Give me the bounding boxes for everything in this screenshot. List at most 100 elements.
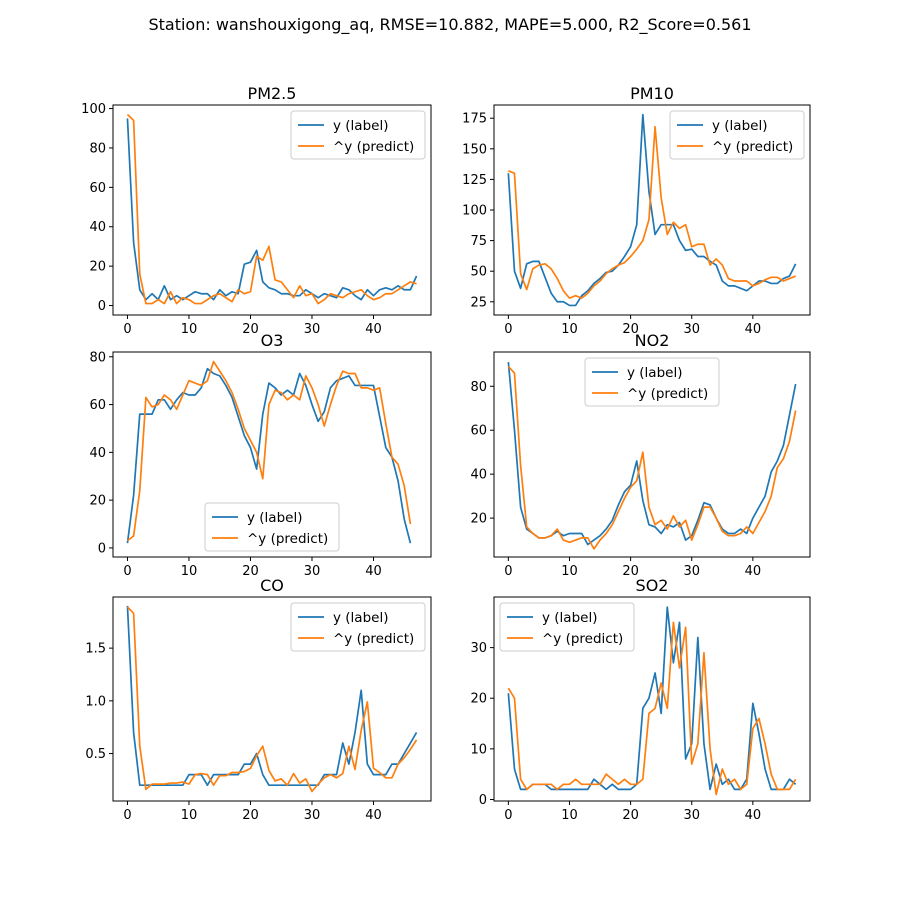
legend-entry-text: ^y (predict) [333, 631, 414, 647]
subplot-pm10: PM10 0 10 20 30 40 25 50 75 100 125 150 175 y (label)… [462, 84, 811, 337]
y-tick-label: 30 [470, 641, 487, 656]
series-lines [507, 606, 797, 796]
legend: y (label) ^y (predict) [499, 602, 635, 652]
x-tick-label: 30 [683, 808, 700, 823]
series-lines [126, 360, 412, 544]
legend-box [669, 110, 805, 160]
x-tick-label: 40 [745, 808, 762, 823]
x-tick-label: 40 [745, 322, 762, 337]
x-tick-label: 0 [504, 564, 512, 579]
x-tick-label: 20 [622, 322, 639, 337]
y-tick-label: 125 [462, 173, 487, 188]
x-tick-label: 0 [123, 808, 131, 823]
legend-box [204, 502, 340, 552]
legend-entry-text: y (label) [542, 610, 597, 626]
subplot-so2: SO2 0 10 20 30 40 0 10 20 30 y (label) ^y (predict) [470, 576, 811, 823]
x-tick-label: 40 [365, 564, 382, 579]
y-tick-label: 100 [81, 102, 106, 117]
legend-entry-text: ^y (predict) [712, 139, 793, 155]
series-line-predict [507, 621, 797, 796]
series-line-predict [126, 113, 417, 305]
figure-suptitle: Station: wanshouxigong_aq, RMSE=10.882, … [148, 15, 751, 35]
series-line-predict [507, 365, 797, 550]
series-line-label [507, 113, 797, 307]
x-tick-label: 10 [181, 322, 198, 337]
y-tick-label: 150 [462, 142, 487, 157]
y-tick-label: 100 [462, 204, 487, 219]
x-tick-label: 20 [622, 564, 639, 579]
x-tick-label: 10 [181, 564, 198, 579]
legend-box [290, 602, 426, 652]
legend-entry-text: y (label) [247, 510, 302, 526]
x-tick-label: 20 [242, 808, 259, 823]
legend-box [584, 357, 720, 407]
y-tick-label: 1.5 [85, 642, 106, 657]
x-tick-label: 0 [504, 808, 512, 823]
y-tick-label: 20 [89, 260, 106, 275]
subplot-co: CO 0 10 20 30 40 0.5 1.0 1.5 y (label) ^y (predict… [85, 576, 432, 823]
y-tick-label: 80 [89, 350, 106, 365]
series-lines [126, 113, 418, 305]
y-tick-label: 20 [470, 692, 487, 707]
legend-entry-text: y (label) [333, 118, 388, 134]
plot-frame [112, 104, 432, 316]
legend: y (label) ^y (predict) [584, 357, 720, 407]
y-tick-label: 0 [479, 793, 487, 808]
series-line-label [126, 118, 418, 301]
x-tick-label: 20 [622, 808, 639, 823]
x-tick-label: 10 [181, 808, 198, 823]
series-line-predict [126, 360, 412, 542]
legend-box [290, 110, 426, 160]
y-tick-label: 1.0 [85, 694, 106, 709]
y-tick-label: 80 [470, 380, 487, 395]
y-tick-label: 75 [470, 234, 487, 249]
legend-entry-text: ^y (predict) [247, 531, 328, 547]
y-tick-label: 50 [470, 265, 487, 280]
x-tick-label: 30 [304, 564, 321, 579]
subplot-title: PM2.5 [248, 84, 297, 103]
series-lines [507, 113, 797, 307]
legend-box [499, 602, 635, 652]
subplot-o3: O3 0 10 20 30 40 0 20 40 60 80 y (label) ^y (predict… [89, 331, 432, 579]
y-tick-label: 20 [470, 512, 487, 527]
series-lines [126, 605, 418, 793]
legend-entry-text: y (label) [627, 365, 682, 381]
x-tick-label: 0 [123, 564, 131, 579]
y-tick-label: 80 [89, 141, 106, 156]
subplot-no2: NO2 0 10 20 30 40 20 40 60 80 y (label) ^y (predict… [470, 331, 811, 579]
subplot-title: PM10 [630, 84, 674, 103]
series-line-predict [508, 125, 796, 299]
y-tick-label: 60 [470, 424, 487, 439]
legend: y (label) ^y (predict) [204, 502, 340, 552]
series-line-label [126, 367, 412, 544]
y-tick-label: 25 [470, 295, 487, 310]
x-tick-label: 10 [561, 808, 578, 823]
x-tick-label: 20 [242, 322, 259, 337]
x-tick-label: 30 [304, 322, 321, 337]
x-tick-label: 30 [683, 564, 700, 579]
x-tick-label: 10 [561, 322, 578, 337]
y-tick-label: 0 [98, 299, 106, 314]
subplot-title: CO [260, 576, 284, 595]
y-tick-label: 0.5 [85, 747, 106, 762]
x-tick-label: 40 [365, 322, 382, 337]
x-tick-label: 30 [683, 322, 700, 337]
x-tick-label: 0 [123, 322, 131, 337]
series-lines [507, 362, 797, 550]
y-tick-label: 175 [462, 112, 487, 127]
x-tick-label: 10 [561, 564, 578, 579]
legend-entry-text: ^y (predict) [542, 631, 623, 647]
series-line-label [126, 605, 418, 787]
x-tick-label: 0 [504, 322, 512, 337]
legend-entry-text: y (label) [333, 610, 388, 626]
subplot-pm25: PM2.5 0 10 20 30 40 0 20 40 60 80 100 y (label) ^y (p… [81, 84, 432, 337]
y-tick-label: 60 [89, 398, 106, 413]
series-line-label [507, 362, 797, 546]
series-line-predict [126, 606, 418, 793]
legend-entry-text: ^y (predict) [627, 386, 708, 402]
subplot-title: O3 [261, 331, 284, 350]
y-tick-label: 40 [89, 220, 106, 235]
legend: y (label) ^y (predict) [290, 110, 426, 160]
x-tick-label: 40 [365, 808, 382, 823]
